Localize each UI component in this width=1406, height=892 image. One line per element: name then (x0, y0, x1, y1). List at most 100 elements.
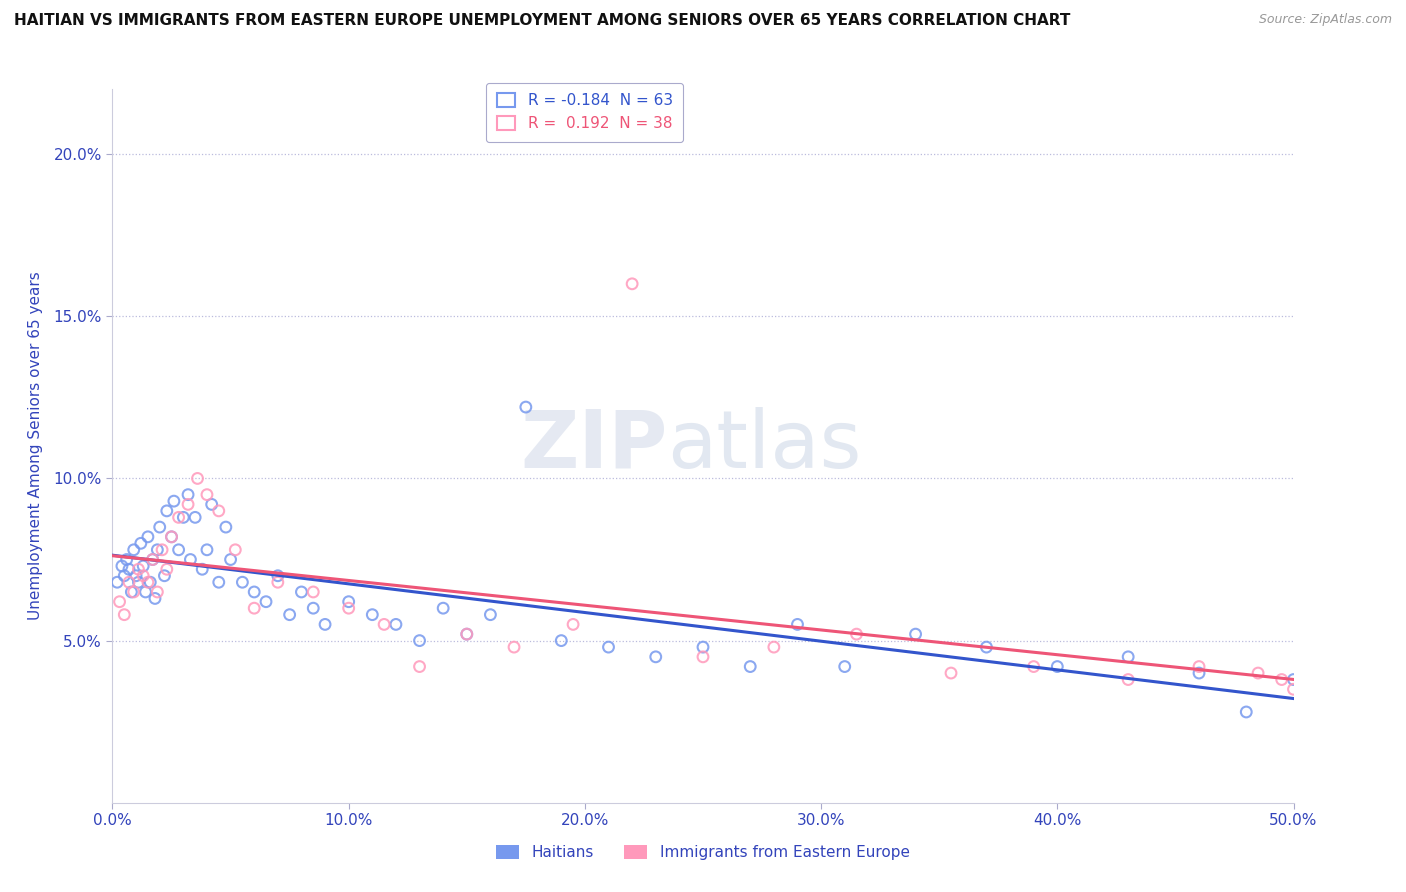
Point (118, 562, 141, 576)
Text: Source: ZipAtlas.com: Source: ZipAtlas.com (1258, 13, 1392, 27)
Point (135, 585, 157, 599)
Point (127, 575, 149, 590)
Point (939, 666, 962, 681)
Point (125, 568, 148, 582)
Point (219, 552, 242, 566)
Point (142, 552, 165, 566)
Point (122, 585, 145, 599)
Point (118, 575, 141, 590)
Point (456, 627, 478, 641)
Point (1234, 705, 1257, 719)
Point (153, 568, 176, 582)
Point (142, 552, 165, 566)
Point (598, 640, 620, 654)
Point (163, 494, 186, 508)
Point (337, 595, 360, 609)
Point (408, 659, 430, 673)
Point (136, 575, 159, 590)
Point (408, 633, 430, 648)
Point (644, 649, 666, 664)
Point (1116, 673, 1139, 687)
Point (139, 575, 162, 590)
Point (621, 277, 644, 291)
Text: ZIP: ZIP (520, 407, 668, 485)
Point (167, 510, 190, 524)
Point (160, 530, 183, 544)
Point (191, 562, 214, 576)
Point (160, 530, 183, 544)
Point (290, 585, 312, 599)
Point (231, 575, 253, 590)
Point (179, 552, 201, 566)
Point (215, 520, 238, 534)
Point (111, 559, 134, 574)
Point (1116, 649, 1139, 664)
Point (302, 601, 325, 615)
Point (1188, 666, 1211, 681)
Point (976, 640, 998, 654)
Text: HAITIAN VS IMMIGRANTS FROM EASTERN EUROPE UNEMPLOYMENT AMONG SENIORS OVER 65 YEA: HAITIAN VS IMMIGRANTS FROM EASTERN EUROP… (14, 13, 1070, 29)
Point (132, 568, 155, 582)
Point (146, 542, 169, 557)
Point (143, 591, 166, 606)
Point (1282, 673, 1305, 687)
Point (177, 497, 200, 511)
Point (1282, 682, 1305, 697)
Point (361, 607, 384, 622)
Point (208, 504, 231, 518)
Point (146, 585, 169, 599)
Point (156, 504, 179, 518)
Point (786, 617, 808, 632)
Point (267, 568, 290, 582)
Point (550, 633, 572, 648)
Point (904, 627, 927, 641)
Point (515, 400, 537, 414)
Point (105, 575, 128, 590)
Point (195, 542, 218, 557)
Point (224, 542, 246, 557)
Point (120, 585, 142, 599)
Point (740, 659, 762, 673)
Point (278, 607, 301, 622)
Point (195, 488, 218, 502)
Point (267, 575, 290, 590)
Text: atlas: atlas (668, 407, 862, 485)
Point (1046, 659, 1069, 673)
Point (129, 536, 152, 550)
Point (762, 640, 785, 654)
Point (562, 617, 585, 632)
Point (479, 607, 502, 622)
Point (186, 471, 208, 485)
Point (845, 627, 868, 641)
Point (243, 601, 266, 615)
Point (314, 617, 336, 632)
Point (156, 562, 179, 576)
Point (136, 530, 159, 544)
Point (337, 601, 360, 615)
Point (1022, 659, 1045, 673)
Point (432, 601, 454, 615)
Point (112, 568, 135, 582)
Point (373, 617, 395, 632)
Point (112, 607, 135, 622)
Point (1271, 673, 1294, 687)
Point (127, 562, 149, 576)
Point (254, 595, 277, 609)
Point (149, 520, 172, 534)
Point (456, 627, 478, 641)
Point (115, 552, 138, 566)
Point (385, 617, 408, 632)
Point (177, 488, 200, 502)
Point (692, 640, 714, 654)
Point (692, 649, 714, 664)
Point (302, 585, 325, 599)
Point (184, 510, 207, 524)
Point (1188, 659, 1211, 673)
Point (834, 659, 856, 673)
Point (201, 497, 224, 511)
Point (167, 542, 190, 557)
Y-axis label: Unemployment Among Seniors over 65 years: Unemployment Among Seniors over 65 years (28, 272, 42, 620)
Legend: Haitians, Immigrants from Eastern Europe: Haitians, Immigrants from Eastern Europe (491, 839, 915, 866)
Point (208, 575, 231, 590)
Point (1247, 666, 1270, 681)
